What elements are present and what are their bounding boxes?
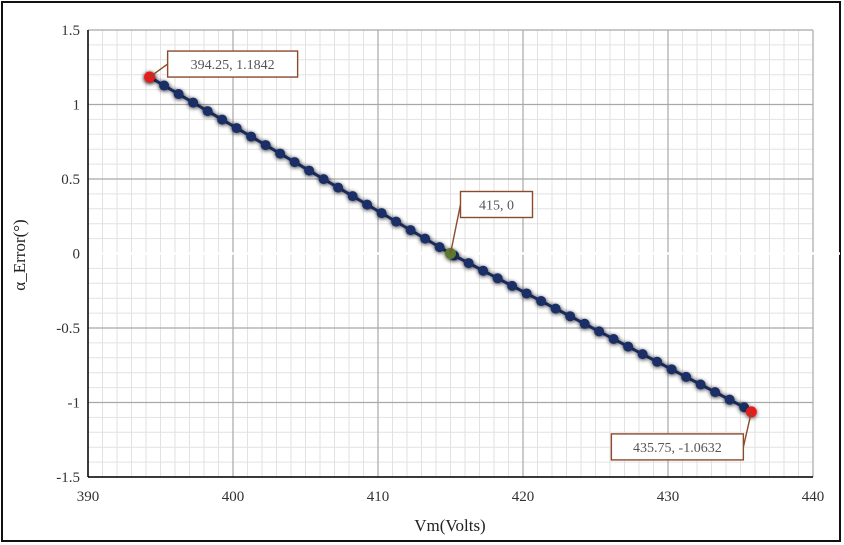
data-point xyxy=(217,114,228,125)
callout-leader xyxy=(149,63,169,78)
y-tick-label: -0.5 xyxy=(56,321,80,337)
data-point xyxy=(594,326,605,337)
data-point xyxy=(681,371,692,382)
y-tick-label: 1 xyxy=(73,98,81,114)
data-point xyxy=(637,349,648,360)
callout-label: 394.25, 1.1842 xyxy=(191,58,275,73)
y-tick-label: 0.5 xyxy=(61,172,80,188)
data-point xyxy=(188,97,199,108)
data-point xyxy=(304,165,315,176)
data-point xyxy=(333,182,344,193)
data-point xyxy=(710,387,721,398)
data-point xyxy=(652,356,663,367)
data-point xyxy=(376,208,387,219)
y-tick-label: 0 xyxy=(73,247,81,263)
data-point xyxy=(275,148,286,159)
data-point xyxy=(463,258,474,269)
x-tick-label: 410 xyxy=(367,489,390,505)
x-axis-label: Vm(Volts) xyxy=(414,516,485,535)
data-point xyxy=(362,199,373,210)
data-callouts: 394.25, 1.1842 415, 0 435.75, -1.0632 xyxy=(149,50,753,461)
callout-leader xyxy=(449,204,462,254)
data-point xyxy=(420,233,431,244)
data-point xyxy=(579,318,590,329)
data-point xyxy=(173,89,184,100)
data-point xyxy=(347,191,358,202)
data-point xyxy=(231,123,242,134)
data-point xyxy=(289,157,300,168)
callout-label: 435.75, -1.0632 xyxy=(633,441,722,456)
x-tick-labels: 390 400 410 420 430 440 xyxy=(77,489,825,505)
y-tick-label: -1 xyxy=(68,396,81,412)
x-tick-label: 390 xyxy=(77,489,100,505)
x-tick-label: 420 xyxy=(512,489,535,505)
callout-leader xyxy=(742,411,753,448)
data-point xyxy=(260,140,271,151)
data-point xyxy=(246,131,257,142)
y-tick-label: -1.5 xyxy=(56,470,80,486)
data-point xyxy=(521,288,532,299)
data-point xyxy=(695,379,706,390)
callout-box xyxy=(610,433,745,461)
data-point xyxy=(507,280,518,291)
data-point xyxy=(492,273,503,284)
y-tick-label: 1.5 xyxy=(61,23,80,39)
data-point xyxy=(623,341,634,352)
x-tick-label: 400 xyxy=(222,489,245,505)
data-point xyxy=(666,364,677,375)
data-point xyxy=(724,394,735,405)
x-tick-label: 440 xyxy=(802,489,825,505)
callout-box xyxy=(166,50,299,78)
data-point xyxy=(405,225,416,236)
data-point xyxy=(318,174,329,185)
y-axis-label: α_Error(°) xyxy=(10,219,29,290)
data-point xyxy=(536,296,547,307)
data-point xyxy=(202,106,213,117)
callout-label: 415, 0 xyxy=(479,199,514,214)
data-point xyxy=(550,303,561,314)
data-point xyxy=(159,80,170,91)
callout-box xyxy=(459,190,534,219)
data-point xyxy=(608,333,619,344)
data-point xyxy=(391,216,402,227)
y-tick-labels: -1.5 -1 -0.5 0 0.5 1 1.5 xyxy=(56,23,80,486)
data-point xyxy=(478,265,489,276)
x-tick-label: 430 xyxy=(657,489,680,505)
data-point xyxy=(565,311,576,322)
data-point xyxy=(434,242,445,253)
